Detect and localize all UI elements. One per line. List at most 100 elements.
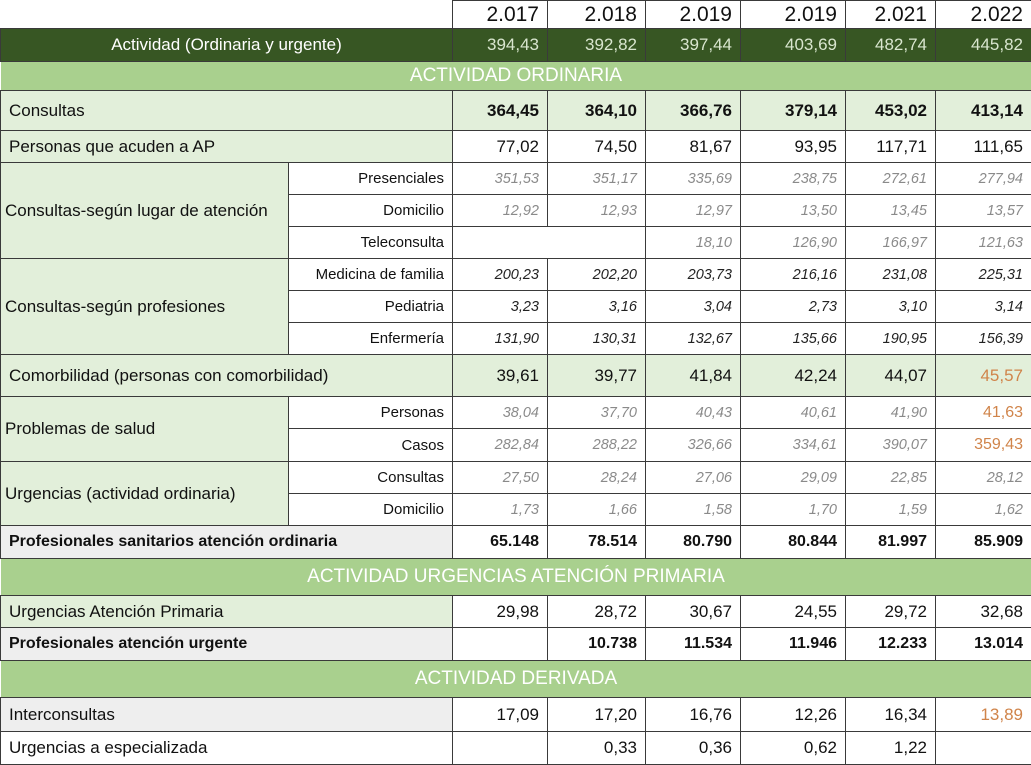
value-cell: 13,50 bbox=[741, 195, 846, 227]
value-cell: 12,26 bbox=[741, 698, 846, 732]
value-cell: 28,12 bbox=[936, 462, 1031, 494]
value-cell: 27,06 bbox=[646, 462, 741, 494]
value-cell: 1,22 bbox=[846, 732, 936, 765]
row-label: Profesionales atención urgente bbox=[1, 628, 453, 661]
value-cell: 397,44 bbox=[646, 29, 741, 62]
value-cell: 13,45 bbox=[846, 195, 936, 227]
sub-label: Casos bbox=[289, 429, 453, 462]
value-cell: 394,43 bbox=[453, 29, 548, 62]
value-cell: 11.946 bbox=[741, 628, 846, 661]
value-cell: 18,10 bbox=[646, 227, 741, 259]
row-label: Profesionales sanitarios atención ordina… bbox=[1, 526, 453, 559]
sub-label: Presenciales bbox=[289, 163, 453, 195]
value-cell: 216,16 bbox=[741, 259, 846, 291]
row-label: Consultas bbox=[1, 91, 453, 131]
table-row: Urgencias (actividad ordinaria)Consultas… bbox=[1, 462, 1031, 494]
row-label: Actividad (Ordinaria y urgente) bbox=[1, 29, 453, 62]
value-cell: 117,71 bbox=[846, 131, 936, 163]
value-cell: 77,02 bbox=[453, 131, 548, 163]
value-cell: 39,61 bbox=[453, 355, 548, 397]
value-cell: 39,77 bbox=[548, 355, 646, 397]
section-header: ACTIVIDAD ORDINARIA bbox=[1, 62, 1031, 91]
year-header: 2.019 bbox=[741, 1, 846, 29]
sub-label: Teleconsulta bbox=[289, 227, 453, 259]
value-cell: 392,82 bbox=[548, 29, 646, 62]
value-cell: 166,97 bbox=[846, 227, 936, 259]
value-cell: 364,10 bbox=[548, 91, 646, 131]
value-cell: 10.738 bbox=[548, 628, 646, 661]
sub-label: Domicilio bbox=[289, 195, 453, 227]
value-cell: 74,50 bbox=[548, 131, 646, 163]
sub-label: Personas bbox=[289, 397, 453, 429]
value-cell: 12,93 bbox=[548, 195, 646, 227]
value-cell: 85.909 bbox=[936, 526, 1031, 559]
value-cell: 17,20 bbox=[548, 698, 646, 732]
value-cell: 37,70 bbox=[548, 397, 646, 429]
year-header: 2.019 bbox=[646, 1, 741, 29]
value-cell: 2,73 bbox=[741, 291, 846, 323]
value-cell: 238,75 bbox=[741, 163, 846, 195]
value-cell: 29,98 bbox=[453, 596, 548, 628]
value-cell: 80.790 bbox=[646, 526, 741, 559]
value-cell: 132,67 bbox=[646, 323, 741, 355]
value-cell: 42,24 bbox=[741, 355, 846, 397]
value-cell: 0,36 bbox=[646, 732, 741, 765]
group-label: Consultas-según lugar de atención bbox=[1, 163, 289, 259]
value-cell: 12,97 bbox=[646, 195, 741, 227]
sub-label: Medicina de familia bbox=[289, 259, 453, 291]
section-header: ACTIVIDAD DERIVADA bbox=[1, 661, 1031, 698]
value-cell: 272,61 bbox=[846, 163, 936, 195]
value-cell: 13.014 bbox=[936, 628, 1031, 661]
value-cell: 445,82 bbox=[936, 29, 1031, 62]
group-label: Problemas de salud bbox=[1, 397, 289, 462]
value-cell: 288,22 bbox=[548, 429, 646, 462]
value-cell: 3,10 bbox=[846, 291, 936, 323]
value-cell: 379,14 bbox=[741, 91, 846, 131]
value-cell: 40,61 bbox=[741, 397, 846, 429]
value-cell bbox=[453, 628, 548, 661]
value-cell: 203,73 bbox=[646, 259, 741, 291]
value-cell: 202,20 bbox=[548, 259, 646, 291]
value-cell: 351,53 bbox=[453, 163, 548, 195]
value-cell: 81.997 bbox=[846, 526, 936, 559]
value-cell: 41,63 bbox=[936, 397, 1031, 429]
value-cell: 41,84 bbox=[646, 355, 741, 397]
value-cell: 40,43 bbox=[646, 397, 741, 429]
value-cell: 364,45 bbox=[453, 91, 548, 131]
value-cell: 1,66 bbox=[548, 494, 646, 526]
value-cell: 41,90 bbox=[846, 397, 936, 429]
table-row: Comorbilidad (personas con comorbilidad)… bbox=[1, 355, 1031, 397]
row-label: Urgencias Atención Primaria bbox=[1, 596, 453, 628]
value-cell: 190,95 bbox=[846, 323, 936, 355]
value-cell: 130,31 bbox=[548, 323, 646, 355]
value-cell: 29,09 bbox=[741, 462, 846, 494]
value-cell: 1,58 bbox=[646, 494, 741, 526]
row-label: Personas que acuden a AP bbox=[1, 131, 453, 163]
row-label: Interconsultas bbox=[1, 698, 453, 732]
value-cell: 135,66 bbox=[741, 323, 846, 355]
value-cell: 24,55 bbox=[741, 596, 846, 628]
year-header: 2.018 bbox=[548, 1, 646, 29]
row-label: Comorbilidad (personas con comorbilidad) bbox=[1, 355, 453, 397]
section-header: ACTIVIDAD URGENCIAS ATENCIÓN PRIMARIA bbox=[1, 559, 1031, 596]
value-cell: 12.233 bbox=[846, 628, 936, 661]
value-cell: 156,39 bbox=[936, 323, 1031, 355]
value-cell: 32,68 bbox=[936, 596, 1031, 628]
value-cell: 121,63 bbox=[936, 227, 1031, 259]
year-header: 2.021 bbox=[846, 1, 936, 29]
value-cell: 277,94 bbox=[936, 163, 1031, 195]
value-cell: 351,17 bbox=[548, 163, 646, 195]
value-cell: 453,02 bbox=[846, 91, 936, 131]
value-cell: 390,07 bbox=[846, 429, 936, 462]
value-cell: 334,61 bbox=[741, 429, 846, 462]
value-cell: 359,43 bbox=[936, 429, 1031, 462]
year-header: 2.017 bbox=[453, 1, 548, 29]
section-title: ACTIVIDAD ORDINARIA bbox=[1, 62, 1031, 91]
value-cell: 231,08 bbox=[846, 259, 936, 291]
